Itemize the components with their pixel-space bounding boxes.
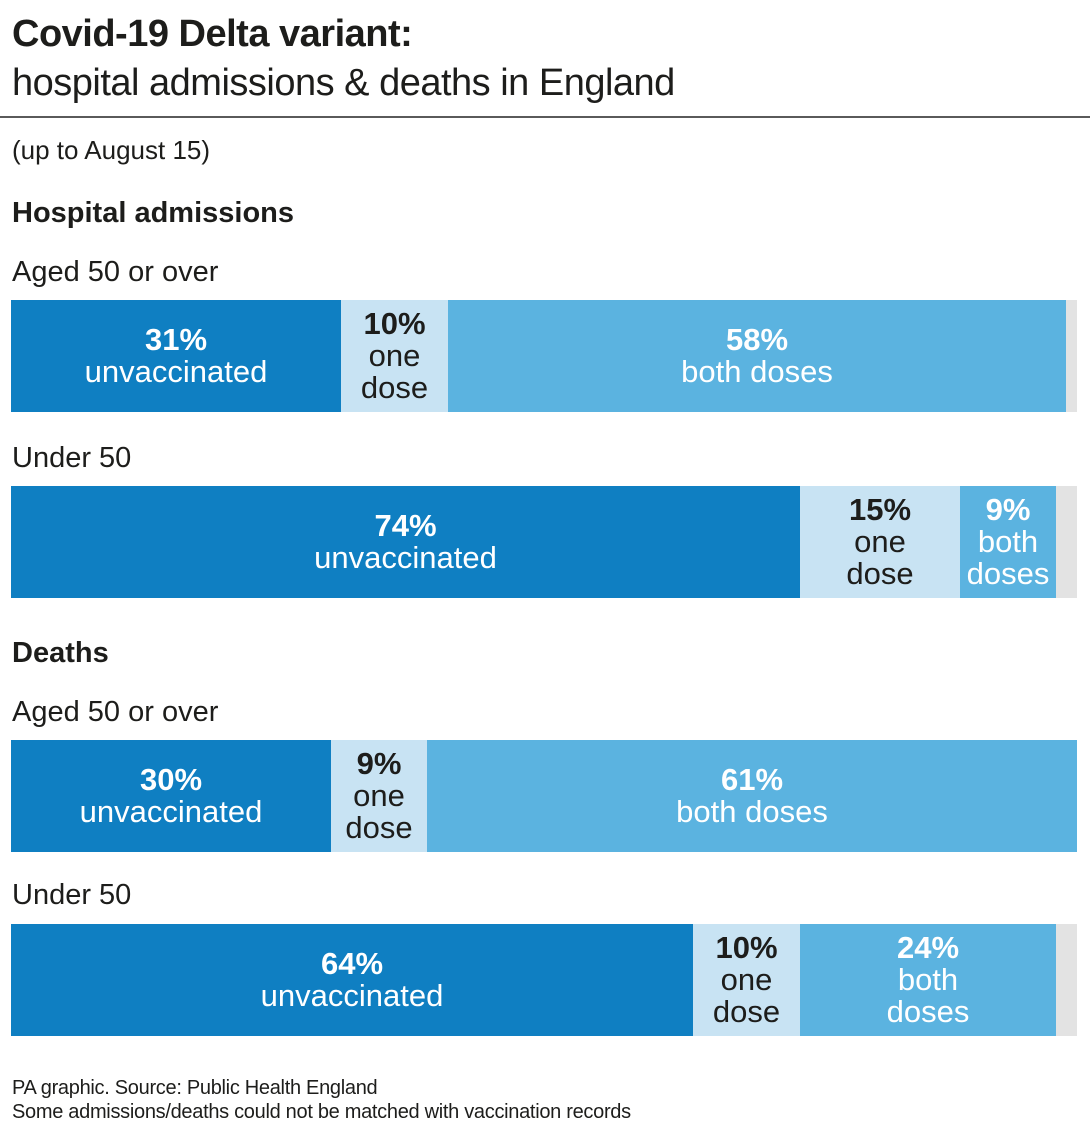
- segment-category-label: one: [720, 962, 773, 997]
- bar-segment-unvaccinated: 64% unvaccinated: [11, 924, 693, 1036]
- segment-category-label: both doses: [681, 354, 833, 389]
- segment-percent-label: 74%: [374, 508, 437, 543]
- bar-deaths-50-over: 30% unvaccinated 9% one dose 61% both doses: [11, 740, 1077, 852]
- segment-category-label: unvaccinated: [260, 978, 444, 1013]
- segment-category-label: both: [897, 962, 959, 997]
- segment-category-label: dose: [345, 810, 413, 845]
- bar-segment-both-doses: 58% both doses: [448, 300, 1066, 412]
- chart-subtitle: hospital admissions & deaths in England: [12, 62, 675, 104]
- segment-category-label: both: [977, 524, 1039, 559]
- bar-admissions-under-50: 74% unvaccinated 15% one dose 9% both doses: [11, 486, 1077, 598]
- bar-deaths-under-50: 64% unvaccinated 10% one dose 24% both doses: [11, 924, 1077, 1036]
- segment-percent-label: 58%: [725, 322, 789, 357]
- segment-percent-label: 10%: [715, 930, 778, 965]
- bar-segment-unvaccinated: 31% unvaccinated: [11, 300, 341, 412]
- footer-note: Some admissions/deaths could not be matc…: [12, 1101, 631, 1123]
- segment-category-label: one: [854, 524, 906, 559]
- bar-segment-one-dose: 10% one dose: [693, 924, 800, 1036]
- section-heading-admissions: Hospital admissions: [12, 197, 295, 229]
- segment-category-label: one: [368, 338, 421, 373]
- bar-segment-unvaccinated: 74% unvaccinated: [11, 486, 800, 598]
- segment-category-label: doses: [886, 994, 970, 1029]
- bar-segment-one-dose: 15% one dose: [800, 486, 960, 598]
- segment-category-label: dose: [360, 370, 429, 405]
- segment-percent-label: 9%: [985, 492, 1031, 527]
- footer-source: PA graphic. Source: Public Health Englan…: [12, 1077, 378, 1099]
- bar-segment-one-dose: 10% one dose: [341, 300, 448, 412]
- segment-percent-label: 64%: [320, 946, 384, 981]
- date-note: (up to August 15): [12, 135, 211, 165]
- bar-segment-both-doses: 24% both doses: [800, 924, 1056, 1036]
- bar-segment-both-doses: 9% both doses: [960, 486, 1056, 598]
- segment-percent-label: 61%: [720, 762, 784, 797]
- group-label-deaths-50-over: Aged 50 or over: [12, 696, 219, 728]
- section-heading-deaths: Deaths: [12, 637, 109, 669]
- chart-title: Covid-19 Delta variant:: [12, 13, 413, 55]
- segment-percent-label: 15%: [848, 492, 912, 527]
- segment-percent-label: 24%: [896, 930, 960, 965]
- segment-category-label: dose: [846, 556, 914, 591]
- segment-category-label: both doses: [676, 794, 828, 829]
- group-label-admissions-under-50: Under 50: [12, 442, 132, 474]
- segment-category-label: doses: [966, 556, 1050, 591]
- group-label-admissions-50-over: Aged 50 or over: [12, 256, 219, 288]
- segment-category-label: unvaccinated: [79, 794, 263, 829]
- segment-category-label: unvaccinated: [314, 540, 497, 575]
- segment-category-label: one: [353, 778, 405, 813]
- bar-segment-unmatched: [1056, 486, 1077, 598]
- segment-category-label: unvaccinated: [84, 354, 268, 389]
- bar-admissions-50-over: 31% unvaccinated 10% one dose 58% both doses: [11, 300, 1077, 412]
- segment-percent-label: 9%: [356, 746, 402, 781]
- bar-segment-unvaccinated: 30% unvaccinated: [11, 740, 331, 852]
- segment-percent-label: 10%: [363, 306, 426, 341]
- segment-category-label: dose: [712, 994, 781, 1029]
- segment-percent-label: 31%: [144, 322, 208, 357]
- group-label-deaths-under-50: Under 50: [12, 879, 132, 911]
- bar-segment-unmatched: [1056, 924, 1077, 1036]
- bar-segment-one-dose: 9% one dose: [331, 740, 427, 852]
- segment-percent-label: 30%: [139, 762, 203, 797]
- title-rule: [0, 116, 1090, 118]
- bar-segment-unmatched: [1066, 300, 1077, 412]
- bar-segment-both-doses: 61% both doses: [427, 740, 1077, 852]
